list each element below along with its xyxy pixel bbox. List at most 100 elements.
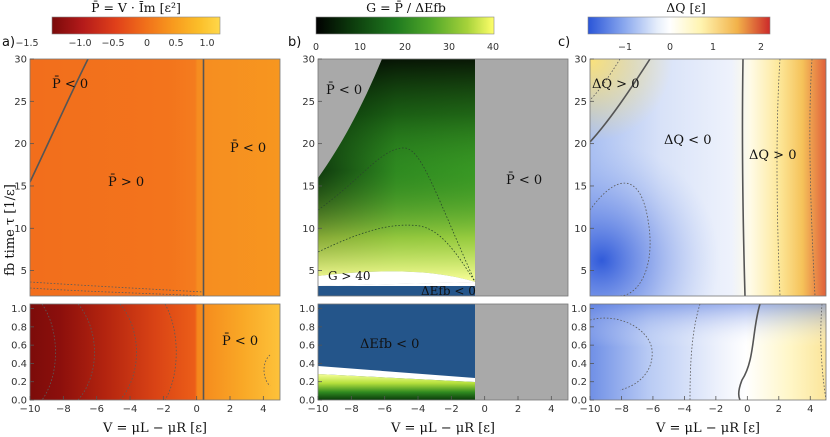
panel-c-colorbar [587,16,771,35]
axes: −10 −8 −6 −4 −2 0 2 4510152025300.00.20.40.60.8… [11,55,813,416]
y-tick-label-upper-a-4: 25 [14,97,27,108]
panel-b: b) G = P̄ / ΔEfb 0 10 20 30 40 [288,0,569,401]
y-tick-label-lower-c-3: 0.6 [571,341,587,352]
y-tick-label-upper-b-2: 15 [302,181,315,192]
x-tick-label-c-0: −10 [579,404,600,415]
y-tick-label-lower-a-3: 0.6 [11,341,27,352]
x-tick-label-b-1: −8 [344,404,359,415]
panel-a-region-3: P̄ < 0 [222,333,258,349]
y-tick-label-lower-a-1: 0.2 [11,377,27,388]
cb-b-tick-0: 0 [313,42,319,53]
y-tick-label-lower-c-2: 0.4 [571,359,587,370]
cb-c-tick-2: 1 [710,42,716,53]
y-tick-label-upper-a-5: 30 [14,55,27,66]
panel-c-colorbar-ticks: −1 0 1 2 [618,42,764,53]
y-tick-label-lower-a-2: 0.4 [11,359,27,370]
x-tick-label-b-3: −4 [411,404,426,415]
x-tick-label-a-1: −8 [56,404,71,415]
panel-c-letter: c) [558,35,570,50]
cb-a-tick-5: 1.0 [199,38,214,49]
cb-b-tick-3: 30 [443,42,455,53]
x-tick-label-b-5: 0 [481,404,487,415]
panel-b-colorbar-ticks: 0 10 20 30 40 [313,42,499,53]
cb-b-tick-2: 20 [399,42,411,53]
panel-a-upper-heatmap [30,59,280,296]
panel-b-region-1: P̄ < 0 [506,172,542,188]
panel-b-lower-frame [317,303,569,401]
y-tick-label-upper-c-0: 5 [581,266,587,277]
y-tick-label-lower-a-0: 0.0 [11,396,27,407]
panel-b-letter: b) [288,35,301,50]
panel-b-title: G = P̄ / ΔEfb [366,0,446,15]
panel-b-upper-frame [317,58,569,297]
x-tick-label-a-6: 2 [227,404,233,415]
y-tick-label-upper-b-0: 5 [309,266,315,277]
x-tick-label-b-4: −2 [444,404,459,415]
panel-a-region-0: P̄ < 0 [52,76,88,92]
y-tick-label-upper-b-5: 30 [302,55,315,66]
y-tick-label-lower-a-5: 1.0 [11,304,27,315]
panel-b-region-3: ΔEfb < 0 [421,284,476,298]
y-tick-label-lower-b-2: 0.4 [299,359,315,370]
y-tick-label-upper-a-1: 10 [14,224,27,235]
cb-a-tick-3: 0 [144,38,150,49]
cb-a-tick-2: −0.5 [101,38,124,49]
y-tick-label-upper-b-4: 25 [302,97,315,108]
x-tick-label-c-1: −8 [614,404,629,415]
panel-a-region-2: P̄ > 0 [108,174,144,190]
x-tick-label-b-7: 4 [548,404,554,415]
panel-c-region-0: ΔQ > 0 [592,77,639,92]
x-tick-label-c-2: −6 [646,404,661,415]
y-tick-label-upper-b-1: 10 [302,224,315,235]
cb-a-tick-4: 0.5 [168,38,183,49]
cb-a-tick-0: −1.5 [15,38,38,49]
y-tick-label-upper-a-0: 5 [21,266,27,277]
panel-a-colorbar [51,16,221,35]
panel-a-region-1: P̄ < 0 [230,140,266,156]
y-tick-label-upper-c-2: 15 [574,181,587,192]
x-axis-label-a: V = μL − μR [ε] [102,421,207,436]
x-tick-label-c-6: 2 [776,404,782,415]
panel-a-lower-heatmap [30,304,280,400]
cb-c-tick-1: 0 [667,42,673,53]
x-tick-label-a-2: −6 [89,404,104,415]
y-tick-label-upper-c-5: 30 [574,55,587,66]
panel-c: c) ΔQ [ε] −1 0 1 2 [558,0,827,401]
x-tick-label-b-0: −10 [307,404,328,415]
y-tick-label-lower-b-3: 0.6 [299,341,315,352]
y-tick-label-upper-a-3: 20 [14,139,27,150]
panel-a-letter: a) [2,35,15,50]
x-tick-label-a-0: −10 [19,404,40,415]
x-tick-label-a-7: 4 [260,404,266,415]
panel-c-upper-frame [589,58,827,297]
x-tick-label-c-3: −4 [677,404,692,415]
y-tick-label-lower-c-1: 0.2 [571,377,587,388]
y-tick-label-lower-a-4: 0.8 [11,322,27,333]
cb-b-tick-4: 40 [487,42,499,53]
panel-b-region-2: G > 40 [328,269,371,283]
x-tick-label-b-6: 2 [515,404,521,415]
panel-c-upper-heatmap [590,59,826,296]
x-axis-label-b: V = μL − μR [ε] [390,421,495,436]
y-tick-label-lower-c-4: 0.8 [571,322,587,333]
panel-c-title: ΔQ [ε] [666,0,705,15]
x-tick-label-c-7: 4 [807,404,813,415]
y-tick-label-lower-b-1: 0.2 [299,377,315,388]
y-tick-label-lower-b-5: 1.0 [299,304,315,315]
panel-a-colorbar-ticks: −1.5 −1.0 −0.5 0 0.5 1.0 [15,38,214,49]
y-tick-label-lower-b-4: 0.8 [299,322,315,333]
cb-c-tick-0: −1 [618,42,632,53]
panel-c-lower-frame [589,303,827,401]
panel-b-colorbar [315,16,495,35]
panel-b-lower-heatmap [318,304,568,400]
panel-c-lower-heatmap [590,304,826,400]
x-tick-label-c-5: 0 [744,404,750,415]
panel-c-region-2: ΔQ > 0 [749,148,796,163]
panel-b-region-4: ΔEfb < 0 [360,337,419,352]
y-tick-label-upper-c-4: 25 [574,97,587,108]
cb-a-tick-1: −1.0 [68,38,91,49]
panel-b-upper-heatmap [318,59,568,296]
y-tick-label-lower-c-0: 0.0 [571,396,587,407]
panel-a: a) P̄ = V · Īm [ε²] −1.5 −1.0 −0.5 0 0.5… [2,0,281,401]
